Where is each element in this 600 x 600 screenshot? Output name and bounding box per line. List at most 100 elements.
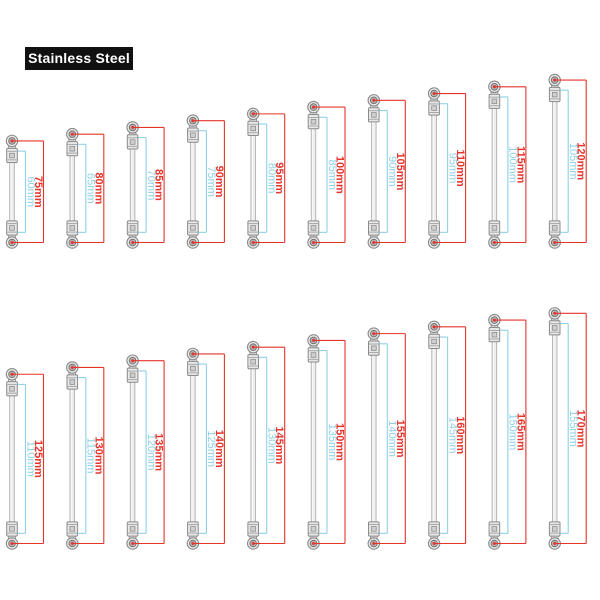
rod-shaft [310,361,317,523]
outer-dim-label: 110mm [454,149,466,187]
outer-dim-dot-bottom [312,241,315,244]
ball-end-link [66,127,79,157]
ball-end-link [307,220,320,249]
ball-end-link [246,521,260,550]
ball-end-link [246,107,260,136]
rod-shaft [69,154,75,222]
outer-dim-dot-bottom [432,542,436,545]
inner-dim-label: 115mm [85,438,97,474]
rod-shaft [129,381,136,523]
ball-end-link [427,87,441,116]
outer-dim-dot-bottom [251,542,255,545]
outer-dim-dot-top [10,139,14,143]
inner-dim-label: 90mm [386,156,398,187]
coupler-flat [371,526,377,532]
coupler-flat [250,225,256,231]
outer-dim-dot-bottom [131,542,135,545]
outer-dim-dot-top [70,132,74,136]
outer-dim-dot-top [553,78,557,82]
inner-dim-label: 150mm [507,413,519,450]
inner-dim-label: 70mm [145,170,157,201]
rod-shaft [9,161,15,222]
rod-shaft [552,100,558,222]
coupler-flat [9,526,15,532]
ball-end-link [548,220,561,249]
inner-dim-label: 100mm [507,146,519,183]
ball-end-link [367,327,381,356]
ball-end-link [5,521,19,550]
ball-end-link [186,220,200,249]
outer-dim-dot-top [432,92,436,96]
coupler-flat [491,225,498,231]
ball-end-link [427,521,441,550]
inner-dim-label: 105mm [567,143,579,180]
inner-dim-label: 155mm [567,410,579,447]
outer-dim-label: 75mm [32,176,44,208]
outer-dim-label: 170mm [575,409,587,447]
outer-dim-dot-bottom [432,241,436,244]
coupler-flat [371,345,377,351]
rod-shaft [371,121,377,222]
coupler-flat [431,338,437,345]
coupler-flat [551,325,558,331]
ball-end-link [548,521,561,550]
outer-dim-dot-top [312,105,315,109]
ball-end-link [126,354,139,383]
inner-dim-label: 65mm [85,173,97,204]
outer-dim-label: 160mm [454,416,466,454]
coupler-flat [310,119,317,125]
coupler-flat [491,98,498,105]
outer-dim-dot-bottom [492,241,496,244]
rod-shaft [69,388,75,523]
ball-end-link [488,220,501,249]
outer-dim-label: 95mm [273,162,285,194]
ball-end-link [246,220,260,249]
coupler-flat [371,225,377,231]
coupler-flat [9,152,15,159]
inner-dim-label: 125mm [205,430,217,467]
coupler-flat [9,386,15,392]
coupler-flat [250,526,256,532]
coupler-flat [190,132,196,138]
inner-dim-label: 95mm [446,153,458,184]
outer-dim-label: 135mm [153,433,165,471]
inner-dim-label: 60mm [24,176,36,207]
outer-dim-dot-top [312,338,315,342]
inner-dim-label: 120mm [145,434,157,471]
rod-shaft [250,134,256,222]
outer-dim-dot-top [553,311,557,315]
outer-dim-label: 125mm [32,440,44,478]
outer-dim-label: 130mm [92,437,104,475]
outer-dim-label: 115mm [514,146,526,184]
outer-dim-dot-top [70,365,74,369]
rod-shaft [190,374,196,523]
ball-end-link [427,320,441,349]
outer-dim-dot-top [191,352,195,356]
outer-dim-dot-top [251,112,255,116]
outer-dim-dot-bottom [312,542,315,545]
ball-end-link [307,521,320,550]
coupler-flat [491,332,498,338]
ball-end-link [66,521,79,550]
ball-end-link [5,368,19,397]
outer-dim-label: 80mm [92,172,104,204]
rod-shaft [552,334,558,523]
coupler-flat [69,526,76,532]
ball-end-link [307,100,320,130]
outer-dim-dot-bottom [251,241,255,244]
ball-end-link [488,313,501,343]
outer-dim-label: 100mm [334,156,346,194]
outer-dim-label: 150mm [334,423,346,461]
outer-dim-label: 120mm [575,142,587,180]
coupler-flat [129,139,136,145]
coupler-flat [190,225,196,231]
